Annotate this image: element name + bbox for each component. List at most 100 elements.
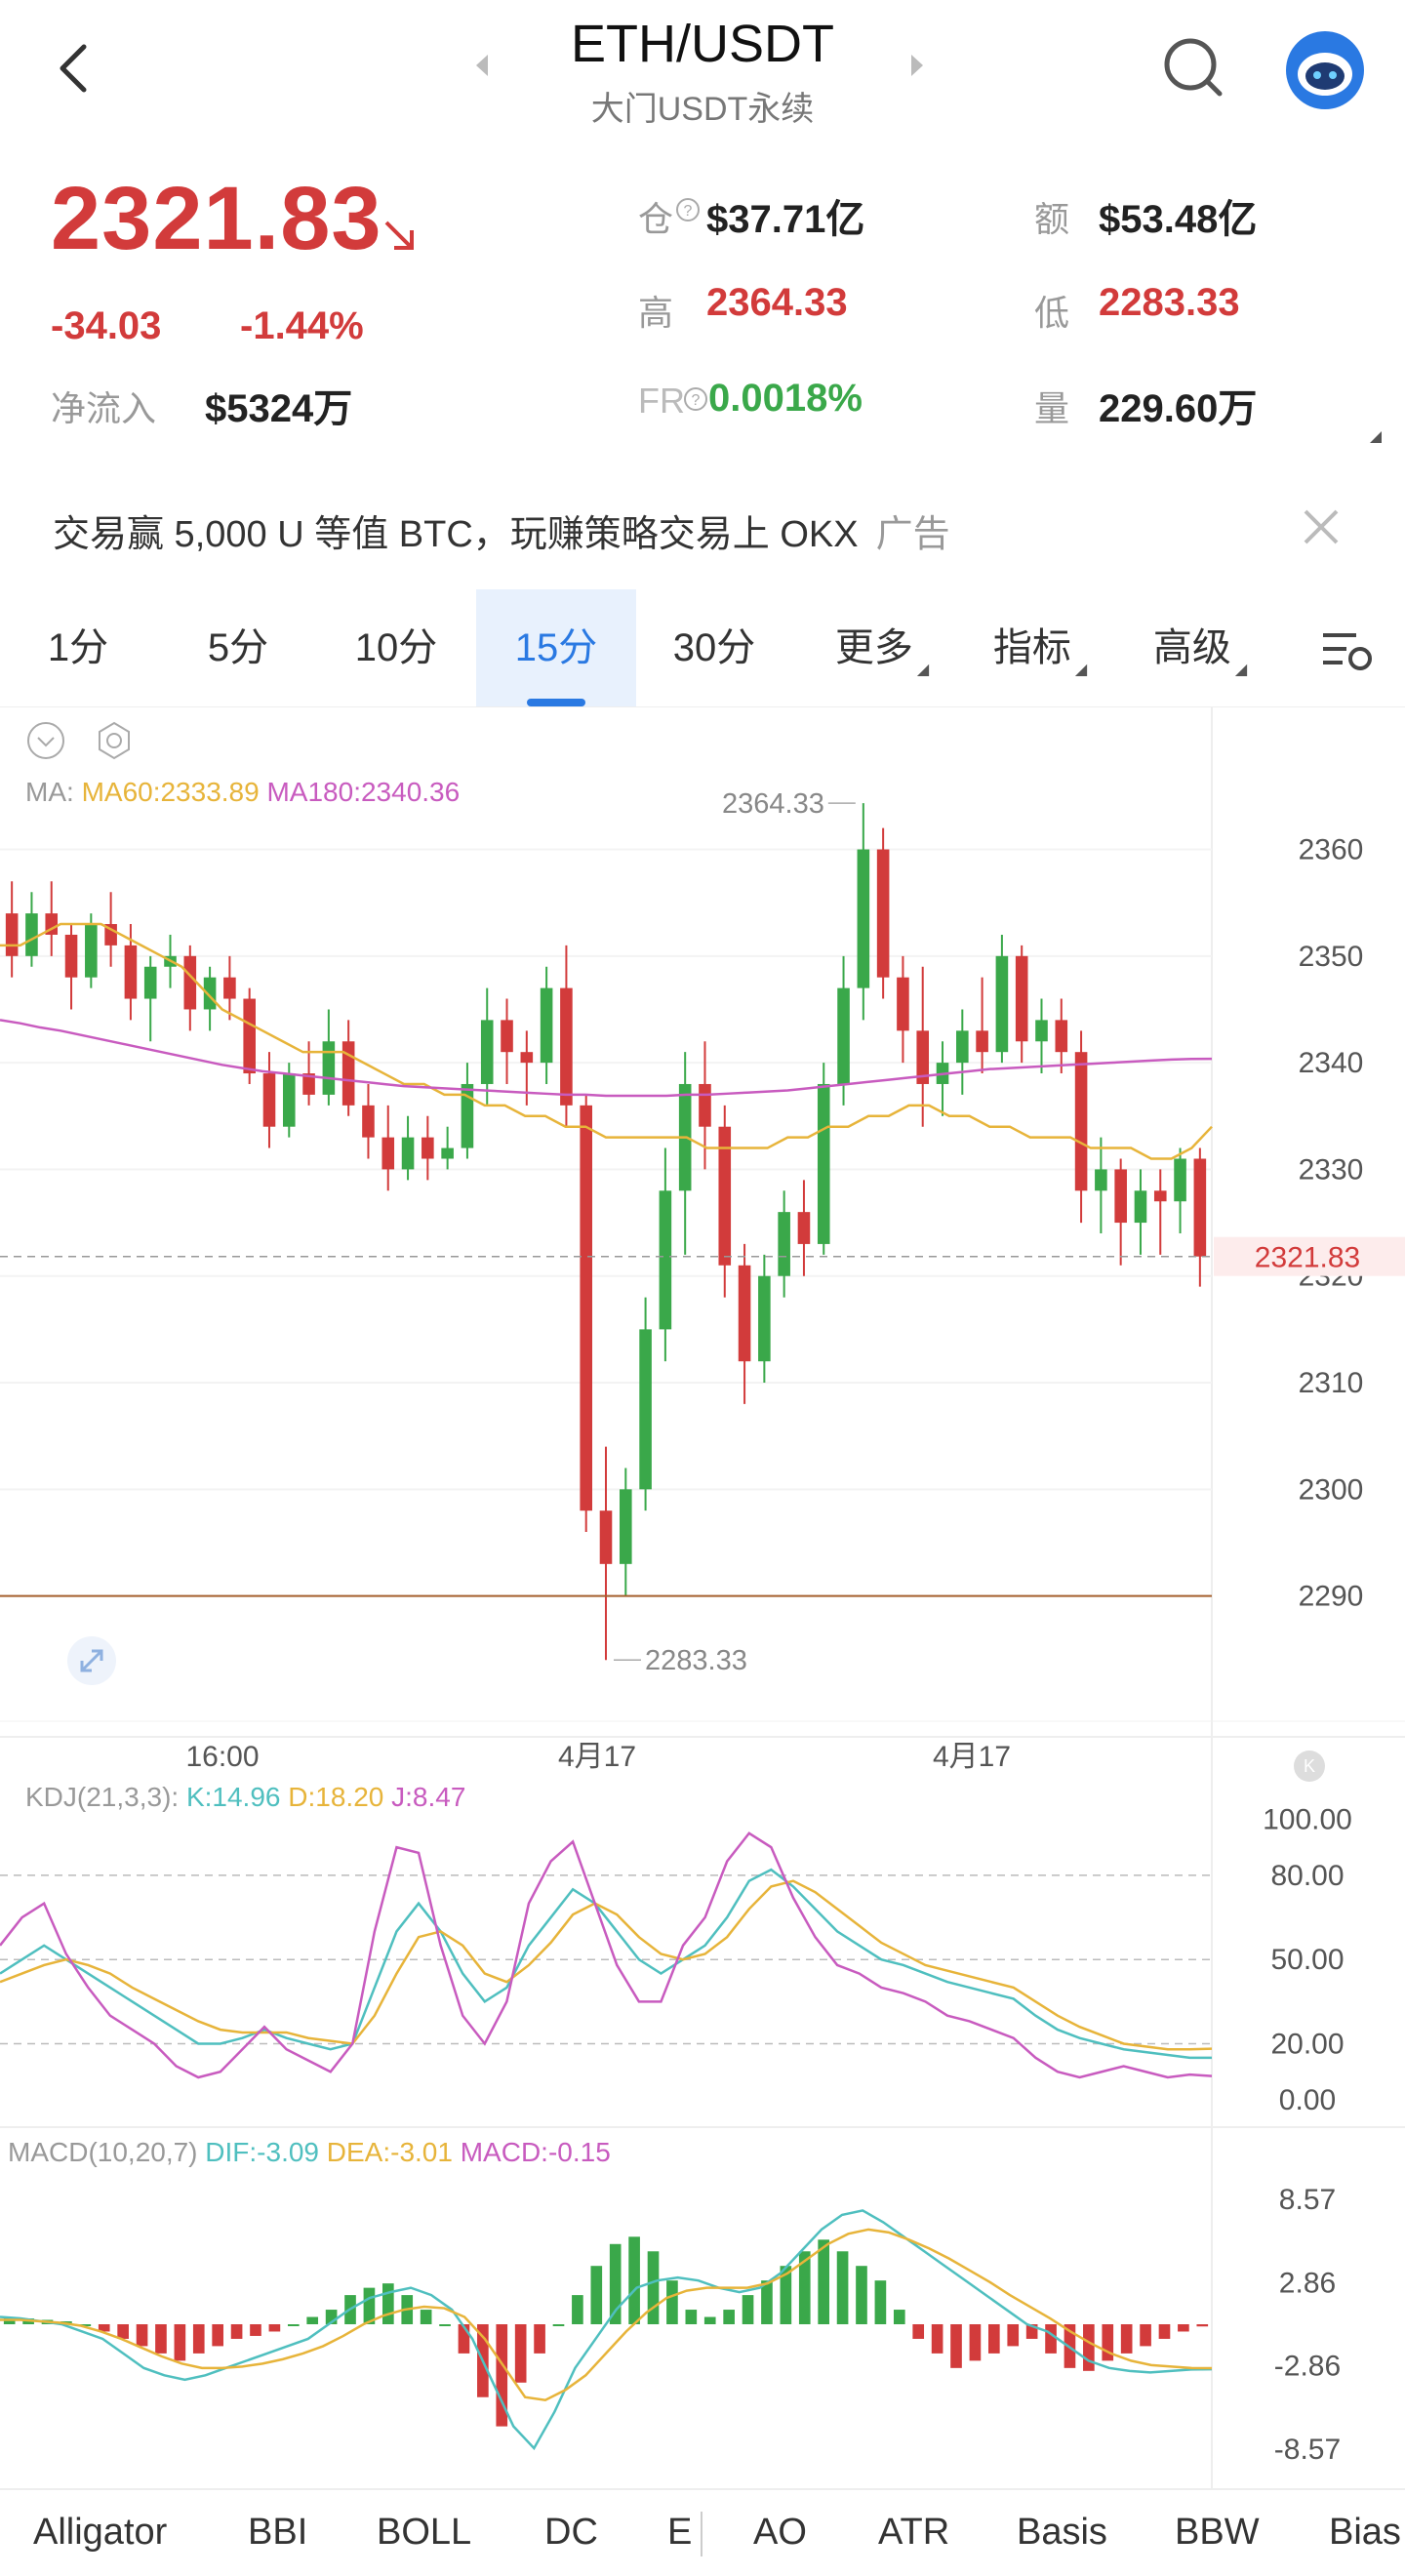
macd-bar [382, 2283, 394, 2324]
tab-advanced[interactable]: 高级◢ [1142, 589, 1259, 706]
indicator-tab-bbw[interactable]: BBW [1175, 2512, 1260, 2553]
indicator-tab-basis[interactable]: Basis [1017, 2512, 1107, 2553]
macd-bar [98, 2324, 110, 2332]
avatar[interactable] [1284, 29, 1366, 111]
tab-15m[interactable]: 15分 [476, 589, 636, 706]
candle-body [560, 987, 573, 1106]
time-axis-tick: 4月17 [558, 1741, 636, 1773]
macd-bar [874, 2280, 887, 2324]
symbol-title[interactable]: ETH/USDT [571, 15, 834, 73]
candle-body [85, 924, 98, 978]
indicator-tab-e[interactable]: E [667, 2512, 693, 2553]
macd-bar [836, 2251, 849, 2324]
candle-body [243, 998, 256, 1074]
expand-corner-icon[interactable] [1368, 429, 1384, 450]
back-button[interactable] [47, 29, 105, 107]
chart-area[interactable]: 236023502340233023202310230022902321.832… [0, 706, 1405, 2488]
macd-bar [1140, 2324, 1151, 2347]
tab-label: 1分 [47, 626, 109, 669]
high-marker-label: 2364.33 [722, 788, 824, 820]
candle-body [758, 1275, 771, 1362]
indicator-tab-bbi[interactable]: BBI [248, 2512, 308, 2553]
ma180-legend: MA180:2340.36 [266, 777, 461, 807]
close-ad-button[interactable] [1300, 505, 1343, 553]
tab-more[interactable]: 更多◢ [823, 589, 941, 706]
candle-body [143, 966, 157, 999]
ad-banner[interactable]: 交易赢 5,000 U 等值 BTC，玩赚策略交易上 OKX 广告 [53, 503, 950, 557]
candle-body [124, 945, 138, 999]
candle-body [1174, 1158, 1186, 1202]
macd-bar [1120, 2324, 1133, 2354]
candle-body [441, 1147, 454, 1159]
tab-10m[interactable]: 10分 [338, 589, 455, 706]
candle-body [1095, 1169, 1107, 1191]
macd-bar [818, 2239, 829, 2324]
symbol-subtitle: 大门USDT永续 [590, 91, 815, 128]
indicator-tab-boll[interactable]: BOLL [377, 2512, 472, 2553]
netflow-label: 净流入 [51, 388, 157, 428]
price-axis-tick: 2290 [1299, 1581, 1364, 1613]
macd-bar [306, 2316, 319, 2324]
macd-bar [534, 2324, 545, 2354]
tab-30m[interactable]: 30分 [656, 589, 773, 706]
tab-indicators[interactable]: 指标◢ [982, 589, 1099, 706]
high-value: 2364.33 [706, 281, 848, 324]
macd-bar [666, 2280, 678, 2324]
macd-bar [628, 2236, 640, 2324]
candle-body [223, 977, 236, 999]
kdj-axis-tick: 20.00 [1270, 2028, 1344, 2060]
candle-body [302, 1073, 315, 1095]
macd-bar [155, 2324, 167, 2354]
candle-body [520, 1052, 534, 1064]
chevron-left-icon [60, 44, 87, 93]
macd-bar [780, 2266, 792, 2324]
settings-gear-icon[interactable] [94, 720, 135, 766]
candle-body [620, 1489, 632, 1564]
indicator-tab-dc[interactable]: DC [544, 2512, 598, 2553]
candle-body [797, 1212, 811, 1244]
macd-legend: MACD(10,20,7) DIF:-3.09 DEA:-3.01 MACD:-… [8, 2137, 611, 2168]
macd-axis-tick: 8.57 [1279, 2184, 1336, 2216]
volume-value: 229.60万 [1099, 387, 1258, 430]
candle-body [876, 849, 890, 978]
collapse-icon[interactable] [25, 720, 66, 766]
info-icon[interactable]: ? [683, 386, 708, 417]
prev-symbol-button[interactable] [472, 51, 492, 80]
divider [0, 2488, 1405, 2490]
macd-bar [363, 2287, 376, 2324]
ma60-legend: MA60:2333.89 [81, 777, 260, 807]
list-settings-icon [1323, 633, 1372, 671]
macd-bar [174, 2324, 186, 2361]
svg-text:K: K [1304, 1756, 1315, 1776]
search-button[interactable] [1159, 33, 1227, 101]
ma-prefix: MA: [25, 777, 74, 807]
triangle-right-icon [911, 55, 923, 76]
macd-prefix: MACD(10,20,7) [8, 2137, 198, 2167]
macd-bar [1007, 2324, 1020, 2347]
volume-label: 量 [1034, 388, 1070, 428]
high-label: 高 [638, 293, 674, 333]
candle-body [659, 1190, 672, 1330]
indicator-tab-atr[interactable]: ATR [878, 2512, 950, 2553]
tab-5m[interactable]: 5分 [180, 589, 297, 706]
next-symbol-button[interactable] [907, 51, 927, 80]
candle-body [501, 1020, 513, 1053]
candle-body [639, 1329, 652, 1490]
fullscreen-icon[interactable] [66, 1635, 117, 1691]
info-icon[interactable]: ? [675, 197, 701, 227]
macd-dif-line [0, 2209, 1213, 2451]
active-tab-indicator [527, 699, 585, 706]
close-icon [1304, 509, 1339, 544]
search-icon [1164, 38, 1223, 97]
tab-label: 更多 [834, 626, 913, 669]
k-badge-icon[interactable]: K [1292, 1749, 1327, 1789]
chart-settings-button[interactable] [1298, 589, 1395, 706]
tab-1m[interactable]: 1分 [20, 589, 137, 706]
macd-bar [647, 2251, 660, 2324]
macd-bar [969, 2324, 982, 2361]
indicator-tab-bias[interactable]: Bias [1329, 2512, 1401, 2553]
indicator-tab-alligator[interactable]: Alligator [33, 2512, 168, 2553]
macd-bar [1102, 2324, 1114, 2361]
indicator-tab-ao[interactable]: AO [753, 2512, 807, 2553]
candle-body [857, 849, 870, 988]
